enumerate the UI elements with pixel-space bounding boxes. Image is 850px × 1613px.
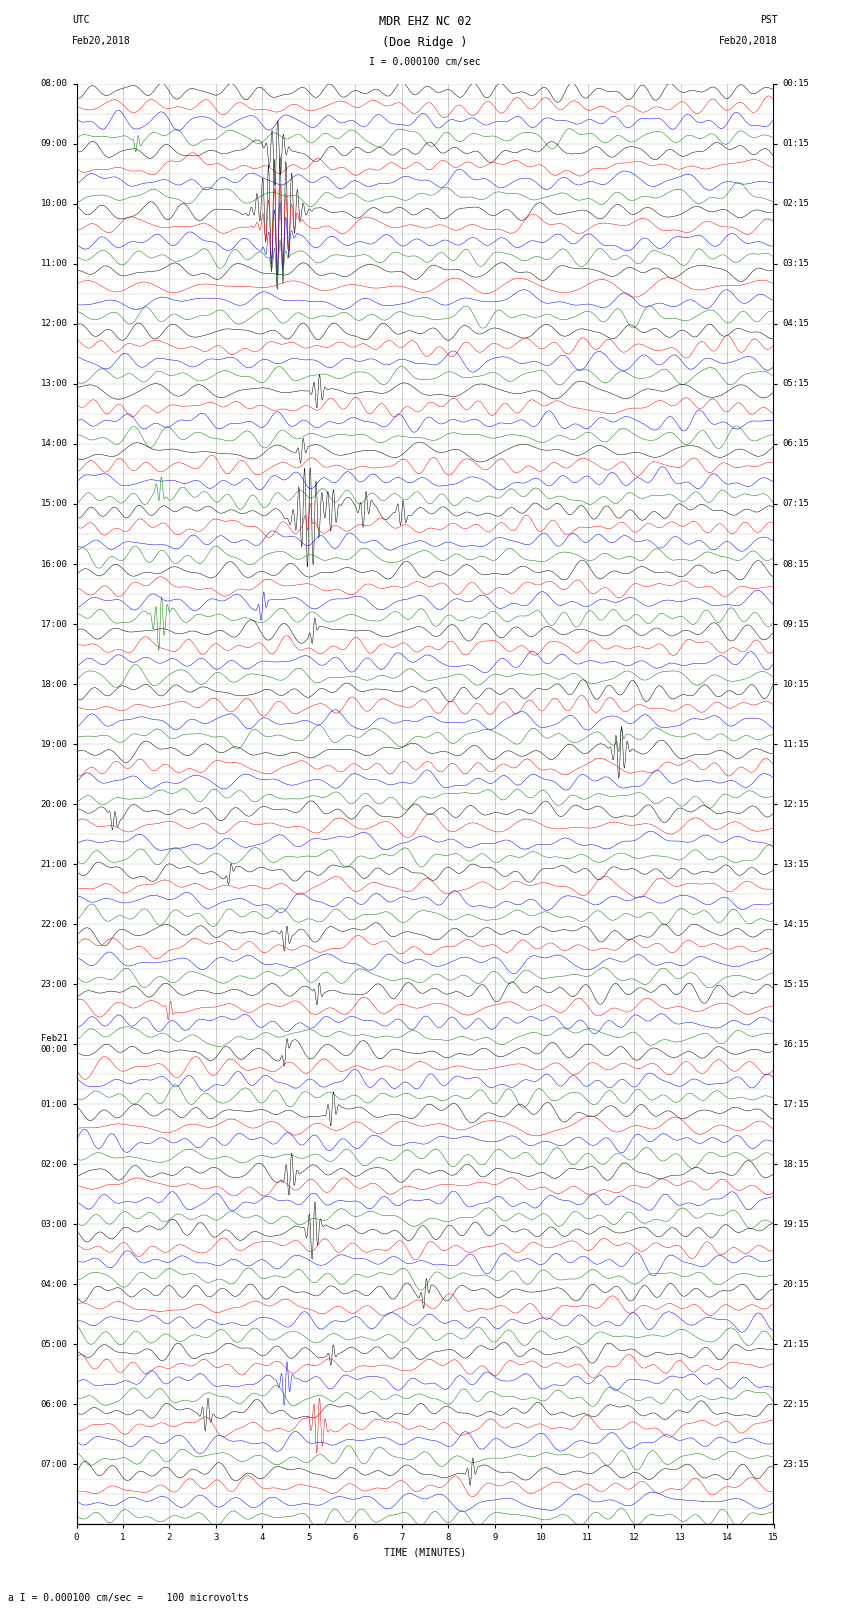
Text: PST: PST: [760, 15, 778, 26]
X-axis label: TIME (MINUTES): TIME (MINUTES): [384, 1548, 466, 1558]
Text: (Doe Ridge ): (Doe Ridge ): [382, 35, 468, 48]
Text: a I = 0.000100 cm/sec =    100 microvolts: a I = 0.000100 cm/sec = 100 microvolts: [8, 1594, 249, 1603]
Text: I = 0.000100 cm/sec: I = 0.000100 cm/sec: [369, 56, 481, 68]
Text: Feb20,2018: Feb20,2018: [72, 35, 131, 47]
Text: Feb20,2018: Feb20,2018: [719, 35, 778, 47]
Text: UTC: UTC: [72, 15, 90, 26]
Text: MDR EHZ NC 02: MDR EHZ NC 02: [379, 15, 471, 27]
